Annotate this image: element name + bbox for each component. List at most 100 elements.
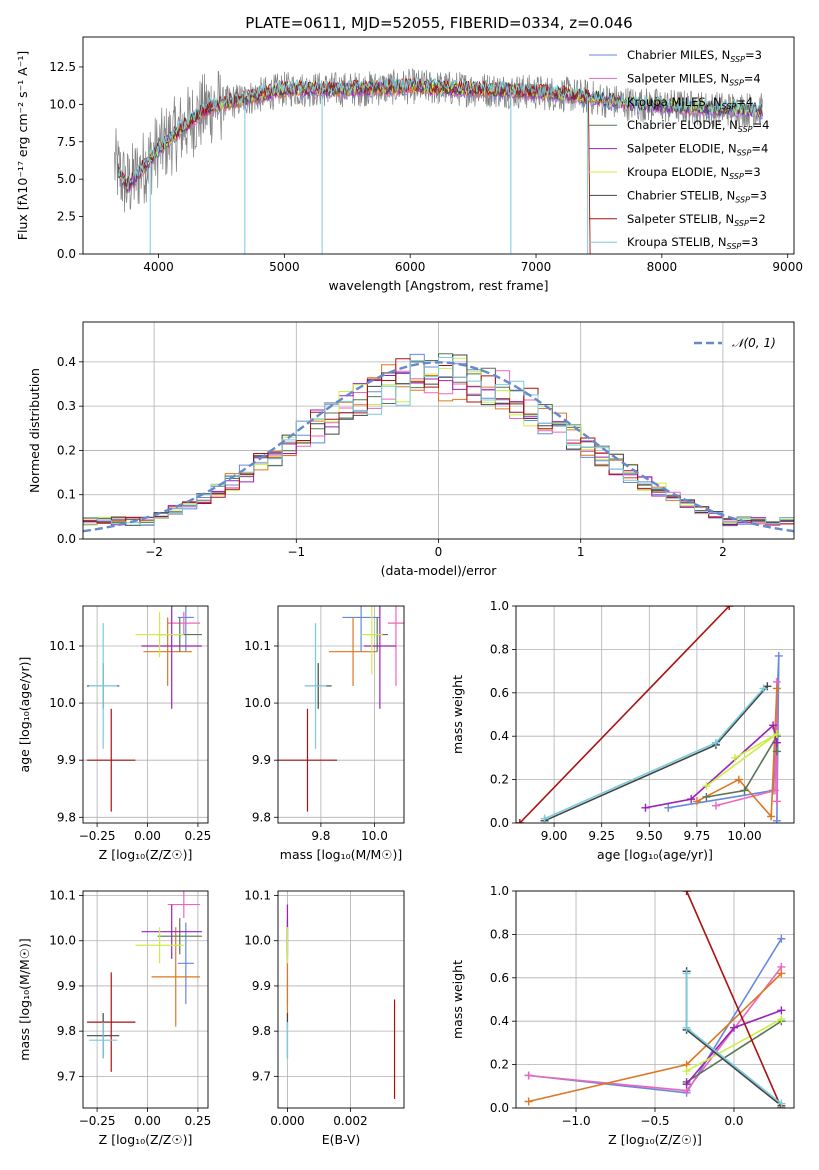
mass-weight-point <box>687 795 696 804</box>
x-tick-label: 0.00 <box>134 1114 161 1128</box>
mass-weight-point <box>682 969 691 978</box>
mass-weight-point <box>540 814 549 823</box>
y-tick-label: 7.5 <box>57 135 76 149</box>
legend-suffix: =4 <box>744 71 761 85</box>
y-tick-label: 9.8 <box>252 1024 271 1038</box>
mass-weight-point <box>777 1006 786 1015</box>
legend-sub: SSP <box>727 242 742 251</box>
mass-weight-point <box>516 819 524 823</box>
mass-weight-point <box>725 606 734 610</box>
x-tick-label: 0.000 <box>270 1114 304 1128</box>
y-tick-label: 0.0 <box>490 816 509 830</box>
mass-weight-point <box>702 792 711 801</box>
x-tick-label: −0.25 <box>79 1114 116 1128</box>
y-tick-label: 10.1 <box>49 639 76 653</box>
plot-area <box>83 353 794 533</box>
mass-weight-point <box>772 747 781 756</box>
mass-weight-series-line <box>686 1020 782 1083</box>
x-axis-label: age [log₁₀(age/yr)] <box>597 847 713 862</box>
y-tick-label: 9.9 <box>57 753 76 767</box>
y-tick-label: 9.9 <box>57 979 76 993</box>
mass-weight-point <box>682 1080 691 1089</box>
plot-area <box>278 606 404 812</box>
y-tick-label: 0.0 <box>57 247 76 261</box>
mass-weight-vs-age-panel: 9.00 9.25 9.50 9.75 10.00 0.0 0.2 0.4 0.6 0.8 1.0 a… <box>450 599 795 862</box>
x-tick-label: 10.0 <box>361 829 388 843</box>
mass-weight-point <box>767 812 776 821</box>
y-tick-label: 0.0 <box>490 1101 509 1115</box>
axes-frame <box>277 605 405 824</box>
plot-area <box>286 904 396 1099</box>
y-tick-label: 10.1 <box>244 639 271 653</box>
x-tick-label: 9.25 <box>588 829 615 843</box>
y-tick-label: 0.6 <box>490 971 509 985</box>
y-tick-label: 0.6 <box>490 686 509 700</box>
y-tick-label: 12.5 <box>49 60 76 74</box>
mass-weight-point <box>777 1015 786 1024</box>
x-axis-label: Z [log₁₀(Z/Z☉)] <box>99 1132 193 1147</box>
x-tick-label: −2 <box>145 545 163 559</box>
y-tick-label: 0.2 <box>490 1058 509 1072</box>
x-tick-label: 0.25 <box>185 1114 212 1128</box>
legend-suffix: =4 <box>736 95 753 109</box>
y-tick-label: 10.0 <box>49 934 76 948</box>
mass-weight-point <box>729 1023 738 1032</box>
legend-sub: SSP <box>730 55 745 64</box>
mass-weight-series-line <box>686 1018 782 1072</box>
y-tick-label: 1.0 <box>490 884 509 898</box>
mass-weight-point <box>772 738 781 747</box>
mass-weight-point <box>682 891 691 895</box>
mass-weight-point <box>702 782 711 791</box>
mass-weight-point <box>692 797 701 806</box>
axes-frame <box>515 890 795 1109</box>
x-tick-label: 9000 <box>772 260 803 274</box>
x-tick-label: 9.50 <box>636 829 663 843</box>
y-tick-label: 10.0 <box>49 97 76 111</box>
legend-sub: SSP <box>737 149 752 158</box>
mass-weight-point <box>524 1071 533 1080</box>
plot-area <box>114 67 763 254</box>
legend-suffix: =3 <box>750 188 767 202</box>
residuals-panel: −2 −1 0 1 2 0.0 0.1 0.2 0.3 0.4 (data-model)/error… <box>27 321 795 578</box>
figure-title: PLATE=0611, MJD=52055, FIBERID=0334, z=0… <box>245 14 632 32</box>
legend-label: Kroupa STELIB, N <box>627 235 727 249</box>
legend-label: Chabrier STELIB, N <box>627 188 735 202</box>
y-tick-label: 9.9 <box>252 979 271 993</box>
mass-weight-point <box>734 775 743 784</box>
mass-weight-point <box>740 786 749 795</box>
x-tick-label: 9.00 <box>541 829 568 843</box>
axes-frame <box>82 605 209 824</box>
legend-sub: SSP <box>734 219 749 228</box>
y-tick-label: 0.8 <box>490 927 509 941</box>
plot-area <box>516 606 783 823</box>
legend-entry: Salpeter STELIB, NSSP=2 <box>627 212 766 228</box>
mass-weight-point <box>777 969 786 978</box>
axes-frame <box>82 890 209 1109</box>
mass-weight-point <box>711 738 720 747</box>
legend-entry: Chabrier MILES, NSSP=3 <box>627 48 762 64</box>
y-tick-label: 0.2 <box>57 443 76 457</box>
mass-weight-vs-Z-panel: −1.0 −0.5 0.0 0.0 0.2 0.4 0.6 0.8 1.0 Z [log₁₀(Z/… <box>450 884 795 1147</box>
legend-label: Salpeter ELODIE, N <box>627 142 737 156</box>
y-tick-label: 9.7 <box>57 1069 76 1083</box>
x-axis-label: (data-model)/error <box>381 563 498 578</box>
legend-entry: Kroupa STELIB, NSSP=3 <box>627 235 758 251</box>
x-tick-label: −0.25 <box>79 829 116 843</box>
x-tick-label: 0.0 <box>724 1114 743 1128</box>
legend-suffix: =3 <box>741 235 758 249</box>
y-tick-label: 1.0 <box>490 599 509 613</box>
mass-weight-point <box>772 730 781 739</box>
x-axis-label: Z [log₁₀(Z/Z☉)] <box>99 847 193 862</box>
y-tick-label: 0.2 <box>490 773 509 787</box>
x-tick-label: 7000 <box>521 260 552 274</box>
y-tick-label: 10.0 <box>49 696 76 710</box>
y-tick-label: 9.8 <box>57 810 76 824</box>
x-tick-label: 0.25 <box>185 829 212 843</box>
y-tick-label: 0.8 <box>490 642 509 656</box>
legend-sub: SSP <box>735 195 750 204</box>
mass-weight-series-line <box>519 606 730 823</box>
mass-weight-point <box>641 803 650 812</box>
y-tick-label: 10.0 <box>244 934 271 948</box>
y-tick-label: 10.1 <box>244 889 271 903</box>
